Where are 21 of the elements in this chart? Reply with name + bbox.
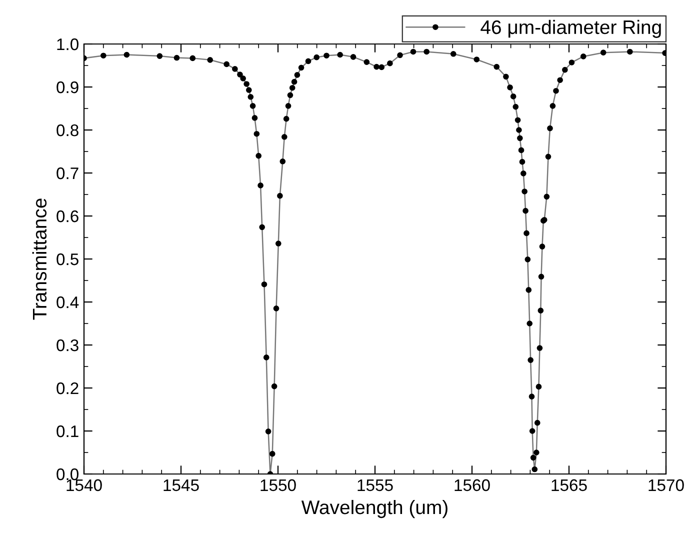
y-tick-label: 0.6: [56, 210, 78, 222]
x-axis-title: Wavelength (um): [301, 500, 448, 518]
y-tick-label: 0.9: [56, 81, 78, 94]
y-tick-label: 0.8: [56, 124, 78, 136]
y-tick-label: 0.4: [56, 296, 79, 308]
y-axis-title: Transmittance: [32, 198, 47, 320]
y-tick-label: 0.3: [56, 339, 78, 352]
x-tick-label: 1545: [164, 479, 199, 492]
y-tick-label: 1.0: [57, 38, 78, 50]
x-tick-label: 1565: [552, 479, 587, 492]
x-tick-label: 1550: [260, 479, 296, 492]
y-tick-label: 0.5: [56, 253, 78, 266]
x-tick-label: 1560: [454, 479, 490, 492]
y-tick-label: 0.1: [56, 425, 78, 438]
legend-label: 46 μm-diameter Ring: [480, 20, 661, 38]
x-tick-label: 1555: [358, 479, 393, 492]
y-tick-label: 0.7: [56, 167, 78, 180]
x-tick-label: 1570: [648, 479, 684, 492]
y-tick-label: 0.2: [56, 382, 78, 394]
x-tick-label: 1540: [66, 479, 102, 492]
y-tick-label: 0.0: [56, 468, 78, 480]
